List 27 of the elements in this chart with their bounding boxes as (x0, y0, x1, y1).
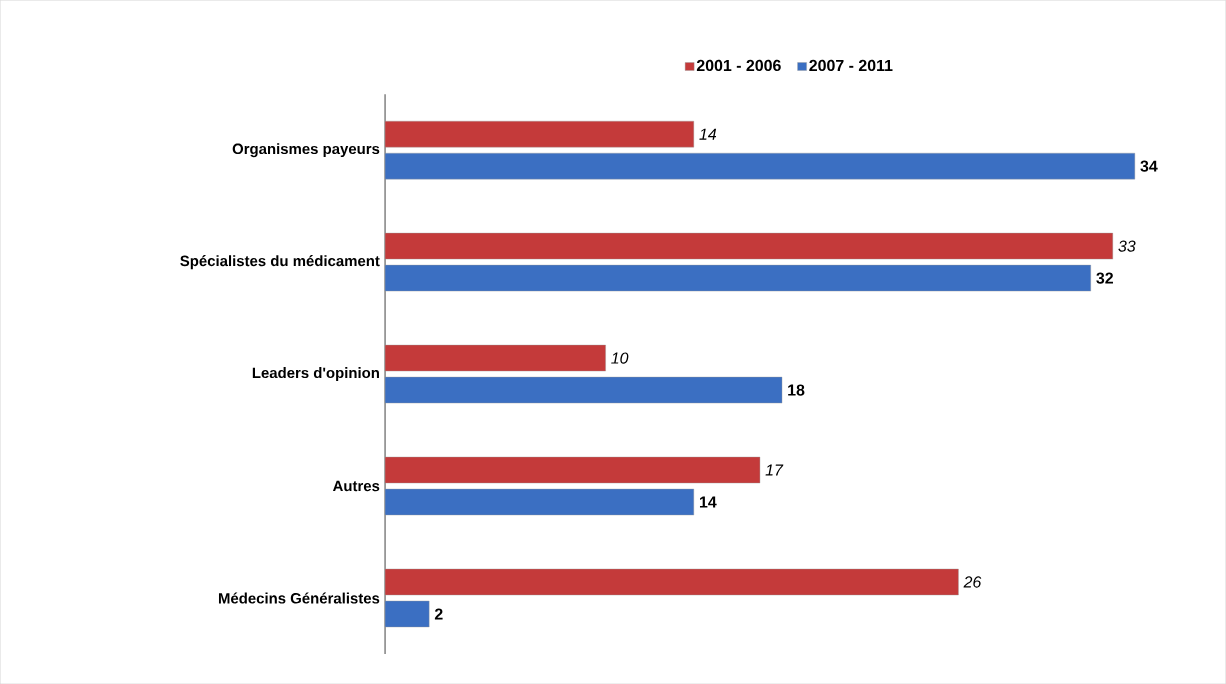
data-label: 18 (788, 384, 805, 396)
bar (384, 456, 761, 484)
y-tick-label: Médecins Généralistes (218, 592, 380, 604)
legend-label: 2001 - 2006 (696, 59, 781, 72)
y-tick-label: Spécialistes du médicament (180, 255, 380, 270)
data-label: 33 (1118, 240, 1136, 252)
data-label: 32 (1096, 272, 1113, 284)
bar (384, 488, 694, 516)
legend-label: 2007 - 2011 (809, 59, 893, 72)
bar (384, 264, 1091, 292)
y-tick-label: Autres (332, 480, 380, 492)
data-label: 14 (699, 496, 717, 508)
bar (384, 152, 1136, 180)
y-tick-label: Leaders d'opinion (252, 367, 379, 381)
bar (384, 120, 694, 148)
bar (384, 344, 606, 372)
y-tick-label: Organismes payeurs (232, 143, 380, 158)
bar (384, 600, 430, 628)
data-label: 26 (963, 576, 982, 588)
bar (384, 376, 783, 404)
data-label: 10 (611, 352, 629, 364)
data-label: 17 (765, 464, 784, 476)
bar (384, 232, 1113, 260)
bar (384, 568, 959, 596)
data-label: 34 (1140, 160, 1158, 172)
data-label: 2 (434, 608, 443, 620)
data-label: 14 (699, 128, 717, 140)
